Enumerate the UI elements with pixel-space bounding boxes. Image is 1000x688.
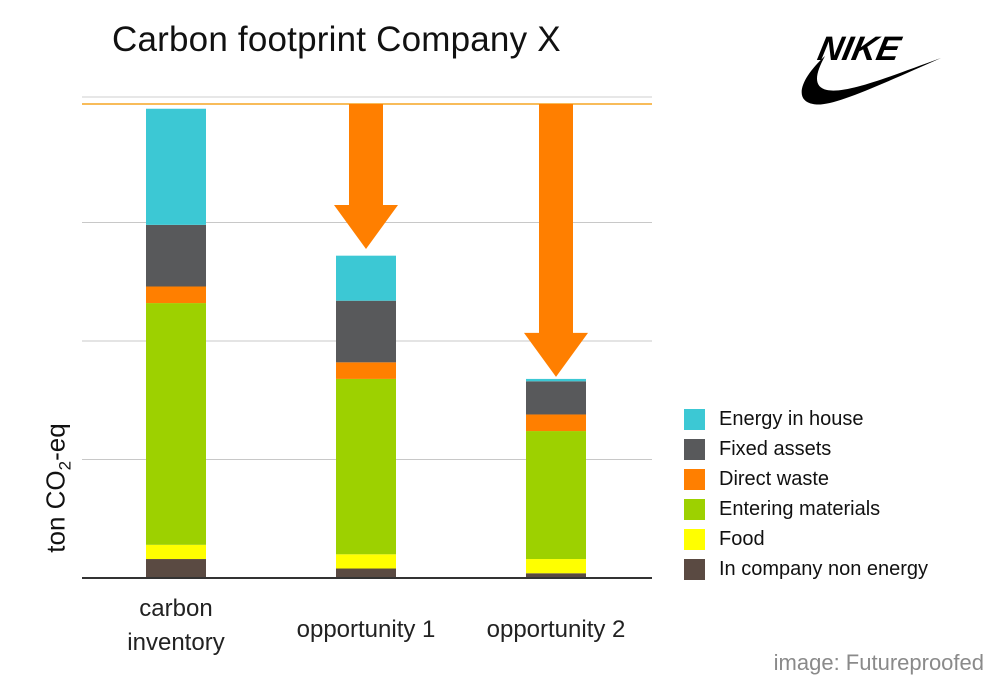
bar-segment	[336, 568, 396, 578]
bars	[146, 108, 586, 578]
legend-swatch	[684, 498, 705, 520]
bar-segment	[336, 554, 396, 569]
bar-segment	[526, 559, 586, 574]
x-tick-label: opportunity 1	[296, 616, 436, 643]
x-tick-label: carbon inventory	[127, 595, 225, 656]
y-axis-label-sub: 2	[55, 460, 75, 471]
legend-swatch	[684, 528, 705, 550]
bar-segment	[146, 303, 206, 545]
legend-label: Direct waste	[719, 467, 830, 490]
bar-segment	[146, 108, 206, 225]
swoosh-icon	[801, 56, 941, 105]
legend-swatch	[684, 468, 705, 490]
bar-segment	[146, 286, 206, 304]
y-axis-label: ton CO2-eq	[40, 423, 75, 552]
bar-segment	[336, 378, 396, 555]
legend-label: Food	[719, 527, 765, 550]
legend-item: Fixed assets	[684, 434, 928, 464]
bar-segment	[146, 544, 206, 560]
down-arrow-icon	[524, 104, 588, 377]
legend-label: Energy in house	[719, 407, 864, 430]
legend-label: Fixed assets	[719, 437, 832, 460]
down-arrow-icon	[334, 104, 398, 249]
legend-item: Entering materials	[684, 494, 928, 524]
x-tick-label: opportunity 2	[486, 616, 626, 643]
nike-logo: NIKE	[801, 30, 941, 105]
chart-title: Carbon footprint Company X	[112, 20, 561, 59]
legend-label: Entering materials	[719, 497, 881, 520]
image-credit: image: Futureproofed	[773, 650, 984, 675]
reduction-arrows	[334, 104, 588, 377]
legend-item: Food	[684, 524, 928, 554]
legend-item: Direct waste	[684, 464, 928, 494]
bar-segment	[526, 573, 586, 578]
bar-segment	[146, 559, 206, 578]
bar-segment	[526, 414, 586, 432]
y-axis-label-pre: ton CO	[40, 470, 71, 553]
legend-item: In company non energy	[684, 554, 928, 584]
nike-logo-wordmark: NIKE	[815, 30, 905, 68]
bar-segment	[336, 362, 396, 379]
legend-swatch	[684, 558, 705, 580]
legend-swatch	[684, 408, 705, 430]
legend: Energy in house Fixed assets Direct waste E…	[684, 404, 928, 584]
bar-segment	[336, 255, 396, 301]
y-axis-label-post: -eq	[40, 423, 71, 461]
bar-segment	[526, 381, 586, 415]
bar-segment	[526, 378, 586, 382]
legend-item: Energy in house	[684, 404, 928, 434]
legend-label: In company non energy	[719, 557, 929, 580]
bar-segment	[526, 431, 586, 560]
bar-segment	[146, 224, 206, 287]
legend-swatch	[684, 438, 705, 460]
bar-segment	[336, 300, 396, 363]
